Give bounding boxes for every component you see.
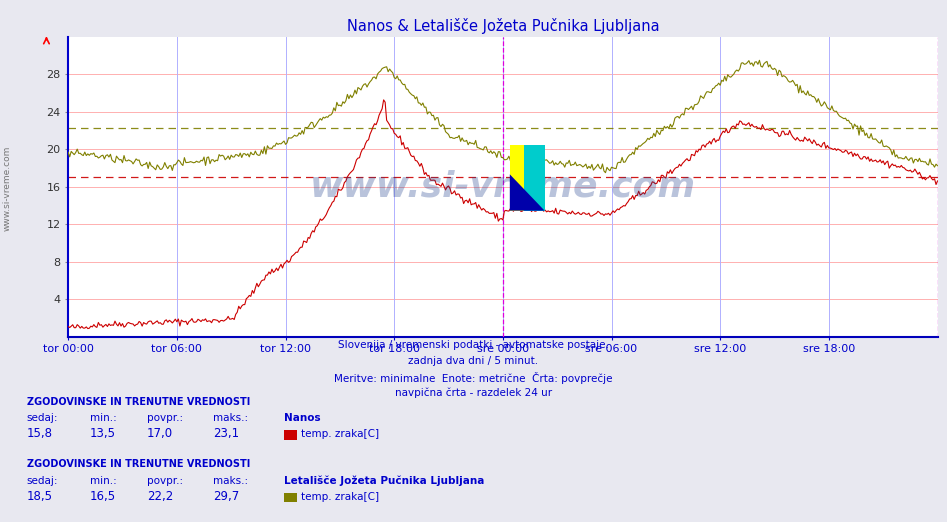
Text: ZGODOVINSKE IN TRENUTNE VREDNOSTI: ZGODOVINSKE IN TRENUTNE VREDNOSTI xyxy=(27,397,250,407)
Text: temp. zraka[C]: temp. zraka[C] xyxy=(301,429,379,439)
Text: navpična črta - razdelek 24 ur: navpična črta - razdelek 24 ur xyxy=(395,387,552,398)
Text: povpr.:: povpr.: xyxy=(147,413,183,423)
Text: temp. zraka[C]: temp. zraka[C] xyxy=(301,492,379,502)
Bar xyxy=(509,145,545,211)
Text: 22,2: 22,2 xyxy=(147,490,173,503)
Text: zadnja dva dni / 5 minut.: zadnja dva dni / 5 minut. xyxy=(408,356,539,366)
Text: www.si-vreme.com: www.si-vreme.com xyxy=(310,170,696,204)
Polygon shape xyxy=(509,174,545,211)
Text: 15,8: 15,8 xyxy=(27,427,52,440)
Text: 18,5: 18,5 xyxy=(27,490,52,503)
Text: www.si-vreme.com: www.si-vreme.com xyxy=(2,145,11,231)
Text: sedaj:: sedaj: xyxy=(27,413,58,423)
Text: maks.:: maks.: xyxy=(213,476,248,486)
Text: ZGODOVINSKE IN TRENUTNE VREDNOSTI: ZGODOVINSKE IN TRENUTNE VREDNOSTI xyxy=(27,459,250,469)
Text: 29,7: 29,7 xyxy=(213,490,240,503)
Bar xyxy=(524,145,545,211)
Text: min.:: min.: xyxy=(90,413,116,423)
Text: sedaj:: sedaj: xyxy=(27,476,58,486)
Text: Slovenija / vremenski podatki - avtomatske postaje.: Slovenija / vremenski podatki - avtomats… xyxy=(338,340,609,350)
Text: 23,1: 23,1 xyxy=(213,427,240,440)
Text: Nanos: Nanos xyxy=(284,413,321,423)
Text: 17,0: 17,0 xyxy=(147,427,173,440)
Text: min.:: min.: xyxy=(90,476,116,486)
Text: Meritve: minimalne  Enote: metrične  Črta: povprečje: Meritve: minimalne Enote: metrične Črta:… xyxy=(334,372,613,384)
Title: Nanos & Letališče Jožeta Pučnika Ljubljana: Nanos & Letališče Jožeta Pučnika Ljublja… xyxy=(347,18,659,34)
Text: 13,5: 13,5 xyxy=(90,427,116,440)
Text: maks.:: maks.: xyxy=(213,413,248,423)
Text: 16,5: 16,5 xyxy=(90,490,116,503)
Text: povpr.:: povpr.: xyxy=(147,476,183,486)
Text: Letališče Jožeta Pučnika Ljubljana: Letališče Jožeta Pučnika Ljubljana xyxy=(284,476,485,486)
